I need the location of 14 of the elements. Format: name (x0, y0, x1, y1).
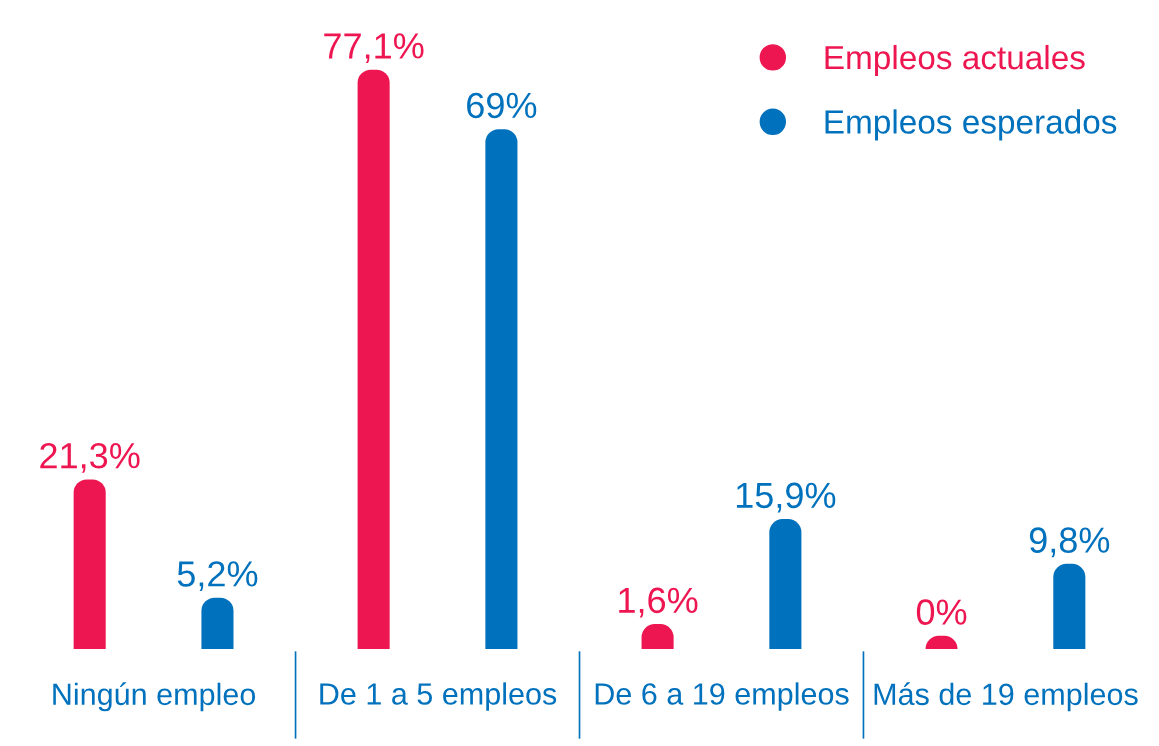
data-label: 9,8% (1029, 527, 1110, 558)
data-label: 21,3% (40, 442, 140, 473)
data-label: 0% (916, 599, 967, 625)
data-label: 69% (467, 92, 537, 119)
x-tick-label: Ningún empleo (53, 682, 256, 712)
data-label: 77,1% (324, 33, 424, 63)
data-label: 5,2% (177, 561, 258, 591)
data-label: 1,6% (619, 587, 698, 618)
x-tick-label: Más de 19 empleos (874, 682, 1138, 712)
x-tick-label: De 1 a 5 empleos (320, 682, 557, 711)
legend-label: Empleos actuales (825, 44, 1085, 76)
legend-label: Empleos esperados (825, 109, 1117, 141)
data-label: 15,9% (736, 482, 836, 513)
x-tick-label: De 6 a 19 empleos (595, 682, 849, 711)
